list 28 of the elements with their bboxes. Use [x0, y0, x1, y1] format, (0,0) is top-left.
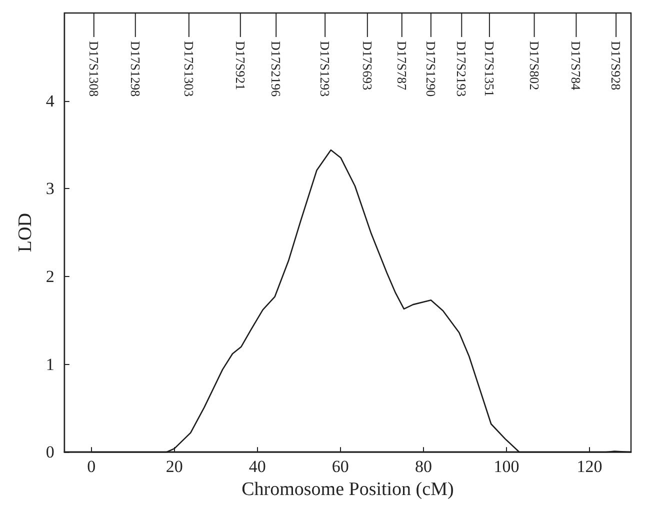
- x-tick-label: 80: [414, 457, 432, 476]
- ref-line-label: D17S802: [526, 41, 542, 90]
- ref-line-label: D17S921: [232, 41, 248, 90]
- x-tick-label: 0: [87, 457, 96, 476]
- ref-line-label: D17S2196: [268, 41, 284, 98]
- x-tick-label: 60: [332, 457, 349, 476]
- ref-line-label: D17S1308: [86, 41, 102, 97]
- x-axis-title: Chromosome Position (cM): [242, 479, 454, 500]
- ref-line-label: D17S1303: [181, 41, 196, 97]
- ref-line-label: D17S2193: [454, 41, 470, 97]
- ref-line-label: D17S1298: [128, 41, 143, 97]
- x-tick-label: 120: [576, 457, 602, 476]
- x-tick-label: 20: [166, 457, 183, 476]
- ref-line-label: D17S928: [608, 41, 624, 90]
- ref-line-label: D17S787: [394, 41, 410, 91]
- y-tick-label: 1: [46, 354, 54, 374]
- x-tick-label: 100: [494, 457, 520, 476]
- ref-line-label: D17S1293: [318, 41, 333, 97]
- ref-line-label: D17S1351: [482, 41, 497, 97]
- ref-line-label: D17S693: [360, 41, 375, 90]
- ref-line-label: D17S784: [568, 41, 584, 91]
- y-tick-label: 0: [46, 442, 54, 462]
- x-tick-label: 40: [248, 457, 266, 476]
- y-tick-label: 2: [46, 266, 54, 286]
- y-tick-label: 3: [46, 179, 54, 198]
- y-axis-title: LOD: [15, 213, 36, 252]
- y-tick-label: 4: [46, 91, 55, 110]
- ref-line-label: D17S1290: [423, 41, 438, 97]
